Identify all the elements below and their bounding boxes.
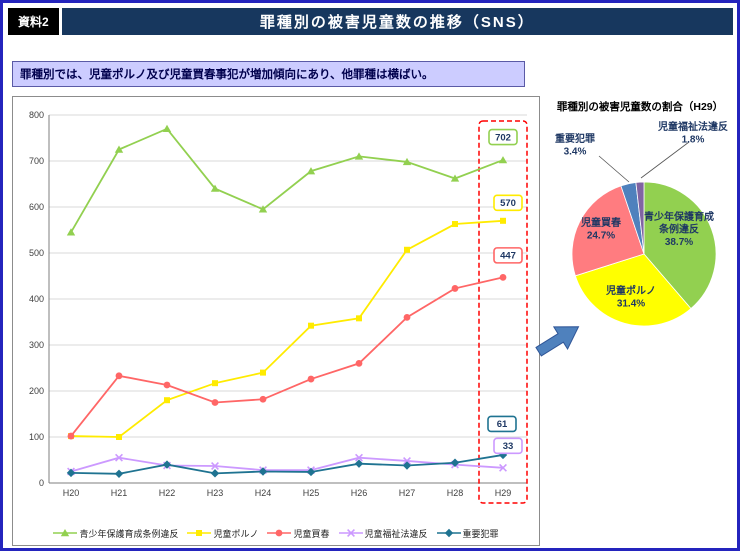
svg-text:H20: H20 [63,488,80,498]
series-line-2 [67,273,507,440]
end-value-labels: 702 570 447 33 61 [487,128,523,455]
svg-text:児童買春: 児童買春 [580,216,621,229]
legend-label: 青少年保護育成条例違反 [79,528,179,539]
legend-marker-diamond-icon [436,528,461,538]
svg-text:400: 400 [29,294,44,304]
grid: 0 100 200 300 400 500 600 700 800 [29,110,527,488]
legend-marker-x-icon [338,529,363,537]
svg-text:条例違反: 条例違反 [658,223,699,236]
svg-text:H27: H27 [399,488,416,498]
svg-text:H26: H26 [351,488,368,498]
summary-callout: 罪種別では、児童ポルノ及び児童買春事犯が増加傾向にあり、他罪種は横ばい。 [12,61,525,87]
svg-text:100: 100 [29,432,44,442]
header: 資料2 罪種別の被害児童数の推移（SNS） [8,8,733,35]
legend-marker-circle-icon [267,529,292,537]
legend-label: 児童ポルノ [213,528,259,539]
svg-text:31.4%: 31.4% [617,299,645,310]
legend-label: 児童買春 [293,528,330,539]
svg-text:重要犯罪: 重要犯罪 [555,132,595,145]
pie-slice-1 [574,253,692,327]
pie-slices [571,181,717,327]
svg-text:1.8%: 1.8% [682,135,705,146]
legend-label: 児童福祉法違反 [364,528,428,539]
svg-text:700: 700 [29,156,44,166]
series-line-0 [66,124,508,236]
x-axis-labels: H20 H21 H22 H23 H24 H25 H26 H27 H28 H29 [63,488,512,498]
svg-text:500: 500 [29,248,44,258]
svg-text:33: 33 [503,441,514,452]
svg-text:300: 300 [29,340,44,350]
document-badge: 資料2 [8,8,59,35]
legend-item-4: 重要犯罪 [436,527,499,540]
svg-text:H23: H23 [207,488,224,498]
svg-text:児童ポルノ: 児童ポルノ [605,284,656,297]
legend-marker-triangle-icon [53,529,78,537]
pie-title: 罪種別の被害児童数の割合（H29） [556,101,724,113]
arrow-icon [535,326,580,357]
svg-text:600: 600 [29,202,44,212]
series-line-4 [66,450,508,478]
svg-text:3.4%: 3.4% [564,147,587,158]
svg-text:H22: H22 [159,488,176,498]
pie-slice-0 [643,181,717,310]
line-chart: 0 100 200 300 400 500 600 700 800 H20 H21 H22 H23 H24… [29,110,528,504]
chart-legend: 青少年保護育成条例違反 児童ポルノ 児童買春 児童福祉法違反 重要犯罪 [13,521,539,545]
svg-text:H25: H25 [303,488,320,498]
svg-text:H28: H28 [447,488,464,498]
legend-item-3: 児童福祉法違反 [338,527,428,540]
svg-text:児童福祉法違反: 児童福祉法違反 [657,120,728,133]
pie-slice-2 [571,185,645,277]
svg-text:61: 61 [497,419,508,430]
svg-text:青少年保護育成: 青少年保護育成 [644,210,714,223]
svg-text:H21: H21 [111,488,128,498]
pie-slice-4 [635,181,645,255]
legend-item-2: 児童買春 [267,527,330,540]
page-title: 罪種別の被害児童数の推移（SNS） [61,8,733,35]
legend-item-0: 青少年保護育成条例違反 [53,527,178,540]
svg-text:447: 447 [500,251,516,262]
svg-text:702: 702 [495,132,511,143]
svg-text:H29: H29 [495,488,512,498]
svg-text:0: 0 [39,478,44,488]
series-line-1 [68,217,506,440]
svg-text:570: 570 [500,198,516,209]
svg-text:200: 200 [29,386,44,396]
svg-text:24.7%: 24.7% [587,231,615,242]
svg-text:800: 800 [29,110,44,120]
legend-label: 重要犯罪 [462,528,499,539]
line-chart-panel: 0 100 200 300 400 500 600 700 800 H20 H21 H22 H23 H24… [12,96,540,546]
legend-marker-square-icon [187,530,212,536]
svg-text:38.7%: 38.7% [665,237,693,248]
highlight-box-h29 [478,120,528,504]
legend-item-1: 児童ポルノ [187,527,258,540]
svg-text:H24: H24 [255,488,272,498]
pie-panel: 罪種別の被害児童数の割合（H29） 青少年保護育成 条例違反 38.7% 児童ポルノ 3… [541,99,737,334]
